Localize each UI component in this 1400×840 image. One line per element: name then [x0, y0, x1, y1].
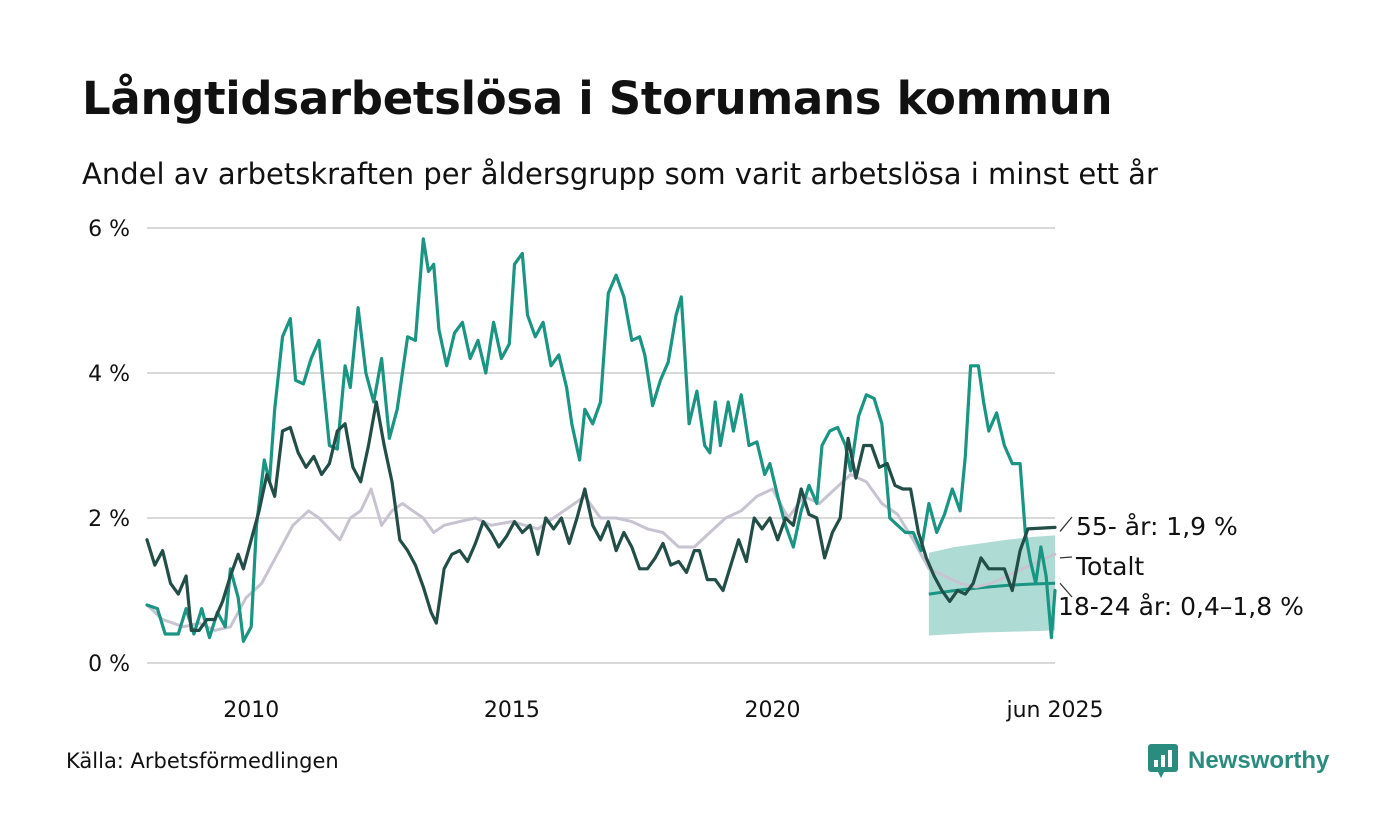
- end-label-55: 55- år: 1,9 %: [1076, 512, 1238, 541]
- leader-line: [1059, 556, 1073, 559]
- end-label-total: Totalt: [1075, 552, 1144, 581]
- series-line-age-55: [145, 400, 1057, 633]
- chart-title: Långtidsarbetslösa i Storumans kommun: [82, 72, 1113, 125]
- series-lines: [145, 237, 1057, 643]
- y-tick-label: 2 %: [88, 507, 130, 532]
- x-tick-label: 2010: [223, 698, 279, 723]
- end-label-18-24: 18-24 år: 0,4–1,8 %: [1058, 592, 1304, 621]
- brand-name: Newsworthy: [1188, 747, 1330, 774]
- series-line-age-18-24: [145, 237, 1057, 643]
- gridlines: [147, 227, 1055, 664]
- series-line-total: [145, 473, 1057, 632]
- x-tick-label: 2020: [744, 698, 800, 723]
- y-tick-label: 0 %: [88, 652, 130, 677]
- x-tick-label: 2015: [484, 698, 540, 723]
- leader-line: [1059, 582, 1073, 598]
- forecast-band: [928, 535, 1056, 636]
- brand-logo[interactable]: Newsworthy: [1148, 744, 1329, 778]
- leader-line: [1059, 516, 1073, 532]
- chart-subtitle: Andel av arbetskraften per åldersgrupp s…: [82, 157, 1158, 191]
- x-axis-ticks: 2010 2015 2020 jun 2025: [223, 698, 1103, 723]
- y-tick-label: 6 %: [88, 217, 130, 242]
- x-tick-label: jun 2025: [1006, 698, 1104, 723]
- source-note: Källa: Arbetsförmedlingen: [66, 749, 339, 773]
- y-axis-ticks: 0 % 2 % 4 % 6 %: [88, 217, 130, 677]
- end-labels: 55- år: 1,9 % Totalt 18-24 år: 0,4–1,8 %: [1058, 512, 1304, 621]
- y-tick-label: 4 %: [88, 362, 130, 387]
- newsworthy-logo-icon: [1148, 744, 1178, 778]
